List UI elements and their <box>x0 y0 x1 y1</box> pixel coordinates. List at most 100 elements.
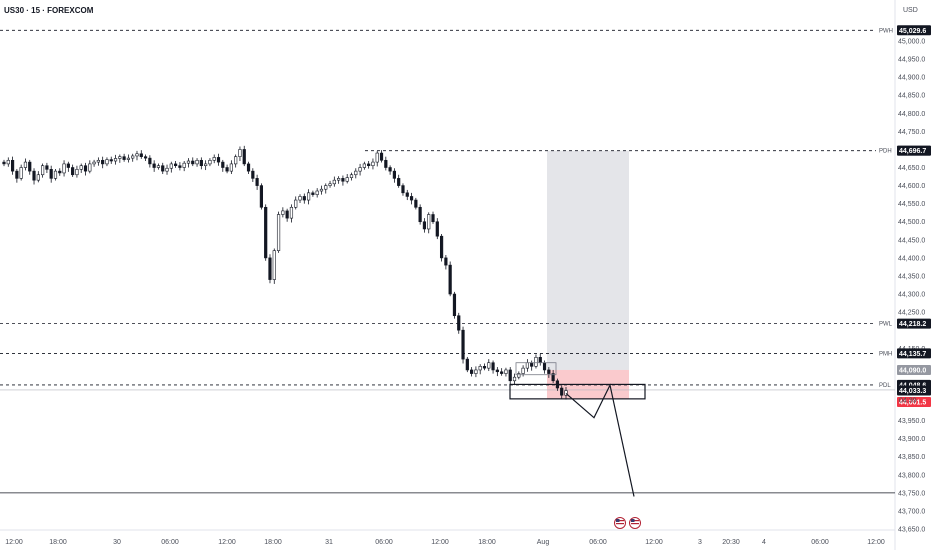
candle <box>246 161 251 175</box>
price-tag: 44,696.7 <box>899 148 926 155</box>
level-price-tag-bg <box>897 25 931 36</box>
candle-body <box>28 161 32 172</box>
candle <box>251 168 255 182</box>
x-tick-label: 12:00 <box>431 539 449 546</box>
x-tick-label: 12:00 <box>645 539 663 546</box>
level-label-pdh: PDH <box>879 149 892 155</box>
candle-body <box>276 214 281 251</box>
candle <box>401 183 405 196</box>
x-tick-label: 18:00 <box>49 539 67 546</box>
candle <box>418 204 422 225</box>
candle <box>547 367 551 378</box>
target-zone[interactable] <box>547 150 629 370</box>
candle-body <box>337 178 341 181</box>
candles <box>2 145 568 400</box>
countdown-label: 04:39 <box>899 397 917 404</box>
candle-body <box>96 159 100 163</box>
candle-body <box>470 369 474 374</box>
candle <box>504 367 508 377</box>
candle <box>199 157 203 170</box>
candle <box>332 176 336 187</box>
candle-body <box>315 190 319 195</box>
level-label-pmh: PMH <box>879 351 892 357</box>
candle-body <box>161 165 165 172</box>
candle <box>362 161 366 170</box>
y-tick-label: 44,550.0 <box>898 201 925 208</box>
us-flag-icon[interactable] <box>614 517 626 529</box>
candle <box>45 162 49 173</box>
candle-body <box>457 315 461 331</box>
candle-body <box>49 169 53 179</box>
candle <box>517 371 521 380</box>
candle-body <box>294 199 298 208</box>
x-tick-label: Aug <box>537 539 550 546</box>
price-axis[interactable]: 45,000.0 44,950.0 44,900.0 44,850.0 44,800.0… <box>898 39 925 534</box>
candle-body <box>126 157 131 160</box>
range-box[interactable] <box>509 383 646 400</box>
candle <box>126 154 131 163</box>
level-label-pdl: PDL <box>879 383 891 389</box>
candle <box>392 168 396 183</box>
candle <box>143 154 148 162</box>
candle <box>71 164 75 177</box>
symbol-title: US30 · 15 · FOREXCOM <box>4 6 94 15</box>
candle-body <box>560 387 564 396</box>
candle <box>311 190 315 197</box>
candle-body <box>152 163 156 168</box>
level-label-pwl: PWL <box>879 322 893 328</box>
x-tick-label: 4 <box>762 539 766 546</box>
candle-body <box>6 159 10 165</box>
candle <box>96 157 100 166</box>
us-flag-icon[interactable] <box>629 517 641 529</box>
level-price-tag-bg <box>897 348 931 359</box>
candle-body <box>388 167 392 172</box>
projection-path[interactable] <box>565 383 635 497</box>
candle-body <box>122 156 126 160</box>
candle <box>131 153 135 162</box>
candle-body <box>495 369 499 373</box>
candle <box>36 171 40 183</box>
candle <box>461 326 465 364</box>
candle-body <box>504 369 508 374</box>
x-tick-label: 06:00 <box>161 539 179 546</box>
candle <box>349 172 354 181</box>
candle-body <box>10 159 15 172</box>
candle <box>285 208 289 222</box>
position-zones <box>547 150 629 399</box>
candle <box>315 188 319 198</box>
x-tick-label: 31 <box>325 539 333 546</box>
candle <box>92 159 96 167</box>
level-label-pwh: PWH <box>879 28 893 34</box>
candle <box>538 353 542 366</box>
candle <box>186 158 191 168</box>
price-tag-bg <box>897 364 931 375</box>
candle-body <box>521 367 525 374</box>
candle-body <box>418 206 422 223</box>
candle-body <box>234 156 238 165</box>
candle-body <box>281 210 285 215</box>
candle-body <box>525 362 529 369</box>
candle <box>2 159 6 167</box>
candle <box>208 158 212 167</box>
candle <box>294 196 298 210</box>
candle <box>367 161 371 169</box>
time-axis[interactable]: 12:00 18:00 30 06:00 12:00 18:00 31 06:00 12:00 1… <box>5 539 885 546</box>
y-tick-label: 43,950.0 <box>898 418 925 425</box>
candle <box>345 174 349 184</box>
small-box[interactable] <box>515 362 557 376</box>
candle-body <box>229 163 233 172</box>
candle-body <box>156 165 161 168</box>
candle <box>221 159 225 172</box>
candle-body <box>362 163 366 168</box>
candle-body <box>2 161 6 165</box>
candle-body <box>547 369 551 374</box>
candle-body <box>139 153 143 157</box>
candle-body <box>268 257 272 280</box>
candle <box>268 254 272 284</box>
candle <box>169 161 173 173</box>
candle <box>474 366 478 378</box>
price-tag-bg <box>897 145 931 156</box>
x-tick-label: 18:00 <box>478 539 496 546</box>
candle <box>174 161 178 168</box>
